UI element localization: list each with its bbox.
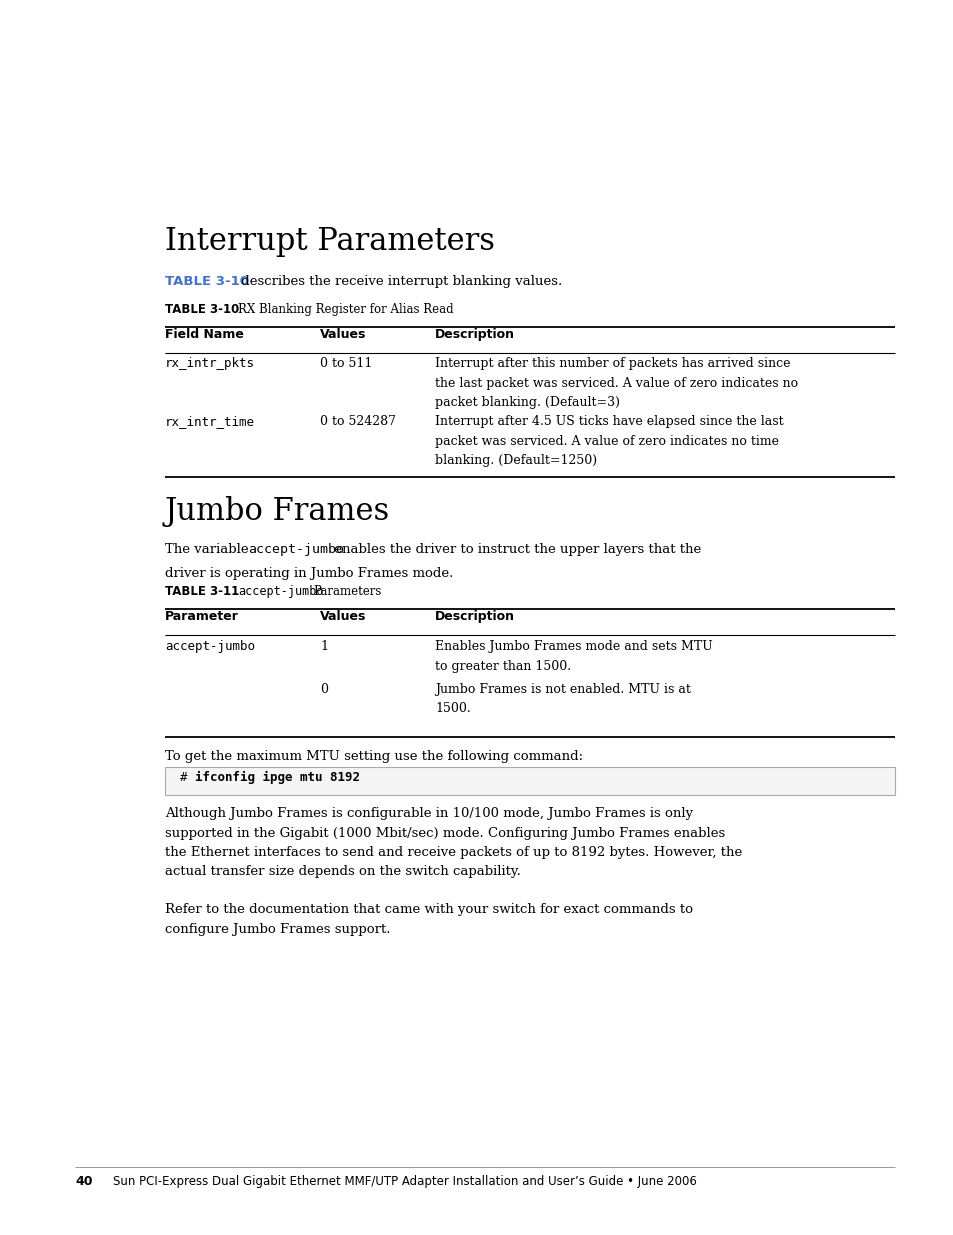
Text: TABLE 3-10: TABLE 3-10	[165, 275, 249, 288]
Text: 0 to 524287: 0 to 524287	[319, 415, 395, 429]
Text: #: #	[180, 771, 194, 784]
Text: rx_intr_pkts: rx_intr_pkts	[165, 357, 254, 370]
Text: describes the receive interrupt blanking values.: describes the receive interrupt blanking…	[236, 275, 561, 288]
Text: 40: 40	[75, 1174, 92, 1188]
Text: 1: 1	[319, 640, 328, 653]
Text: TABLE 3-10: TABLE 3-10	[165, 303, 239, 316]
Text: To get the maximum MTU setting use the following command:: To get the maximum MTU setting use the f…	[165, 750, 582, 763]
Text: The variable: The variable	[165, 543, 253, 556]
Text: accept-jumbo: accept-jumbo	[237, 585, 323, 598]
Text: Description: Description	[435, 329, 515, 341]
Text: 0: 0	[319, 683, 328, 697]
Text: enables the driver to instruct the upper layers that the: enables the driver to instruct the upper…	[330, 543, 700, 556]
Text: packet was serviced. A value of zero indicates no time: packet was serviced. A value of zero ind…	[435, 435, 779, 447]
Text: Values: Values	[319, 610, 366, 622]
Text: Although Jumbo Frames is configurable in 10/100 mode, Jumbo Frames is only: Although Jumbo Frames is configurable in…	[165, 806, 693, 820]
Text: 1500.: 1500.	[435, 703, 470, 715]
Text: Parameter: Parameter	[165, 610, 238, 622]
Text: ifconfig ipge mtu 8192: ifconfig ipge mtu 8192	[194, 771, 359, 784]
Text: supported in the Gigabit (1000 Mbit/sec) mode. Configuring Jumbo Frames enables: supported in the Gigabit (1000 Mbit/sec)…	[165, 826, 724, 840]
Text: the Ethernet interfaces to send and receive packets of up to 8192 bytes. However: the Ethernet interfaces to send and rece…	[165, 846, 741, 860]
Text: Enables Jumbo Frames mode and sets MTU: Enables Jumbo Frames mode and sets MTU	[435, 640, 712, 653]
Text: Values: Values	[319, 329, 366, 341]
Text: Refer to the documentation that came with your switch for exact commands to: Refer to the documentation that came wit…	[165, 903, 692, 916]
Text: Interrupt after this number of packets has arrived since: Interrupt after this number of packets h…	[435, 357, 790, 370]
Text: accept-jumbo: accept-jumbo	[165, 640, 254, 653]
Text: Interrupt Parameters: Interrupt Parameters	[165, 226, 495, 257]
Text: Jumbo Frames: Jumbo Frames	[165, 496, 390, 527]
Text: blanking. (Default=1250): blanking. (Default=1250)	[435, 454, 597, 467]
Text: Sun PCI-Express Dual Gigabit Ethernet MMF/UTP Adapter Installation and User’s Gu: Sun PCI-Express Dual Gigabit Ethernet MM…	[112, 1174, 696, 1188]
Text: 0 to 511: 0 to 511	[319, 357, 372, 370]
Text: Field Name: Field Name	[165, 329, 244, 341]
Text: Interrupt after 4.5 US ticks have elapsed since the last: Interrupt after 4.5 US ticks have elapse…	[435, 415, 782, 429]
Text: rx_intr_time: rx_intr_time	[165, 415, 254, 429]
Text: the last packet was serviced. A value of zero indicates no: the last packet was serviced. A value of…	[435, 377, 798, 389]
Text: actual transfer size depends on the switch capability.: actual transfer size depends on the swit…	[165, 866, 520, 878]
Text: TABLE 3-11: TABLE 3-11	[165, 585, 239, 598]
Text: packet blanking. (Default=3): packet blanking. (Default=3)	[435, 396, 619, 409]
Text: to greater than 1500.: to greater than 1500.	[435, 659, 571, 673]
Text: Parameters: Parameters	[313, 585, 381, 598]
Text: configure Jumbo Frames support.: configure Jumbo Frames support.	[165, 923, 390, 935]
Text: RX Blanking Register for Alias Read: RX Blanking Register for Alias Read	[237, 303, 453, 316]
Text: Description: Description	[435, 610, 515, 622]
FancyBboxPatch shape	[165, 767, 894, 795]
Text: driver is operating in Jumbo Frames mode.: driver is operating in Jumbo Frames mode…	[165, 567, 453, 579]
Text: accept-jumbo: accept-jumbo	[248, 543, 344, 556]
Text: Jumbo Frames is not enabled. MTU is at: Jumbo Frames is not enabled. MTU is at	[435, 683, 690, 697]
